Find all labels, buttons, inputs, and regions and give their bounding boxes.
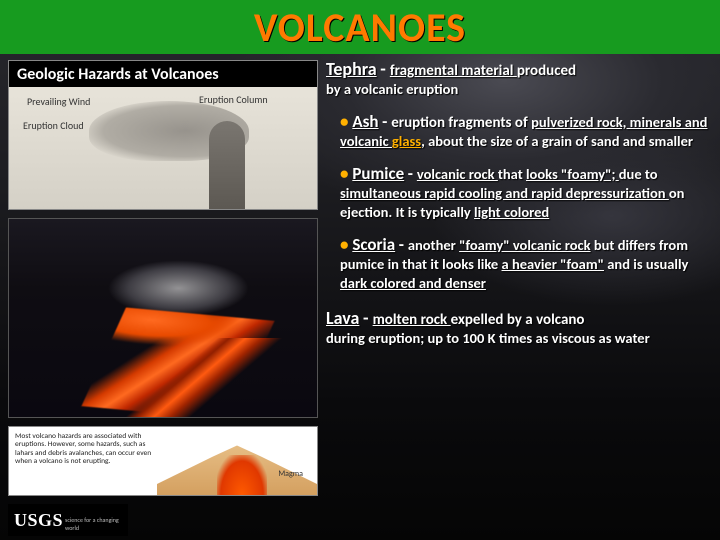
lava-term: Lava bbox=[326, 307, 359, 329]
left-column: Geologic Hazards at Volcanoes Prevailing… bbox=[8, 60, 318, 496]
eruption-column-shape bbox=[209, 121, 245, 210]
pumice-term: Pumice bbox=[352, 163, 404, 184]
hazards-diagram: Geologic Hazards at Volcanoes Prevailing… bbox=[8, 60, 318, 210]
volcano-cross-section: Most volcano hazards are associated with… bbox=[8, 426, 318, 496]
lava-flow-photo bbox=[8, 218, 318, 418]
title-bar: VOLCANOES bbox=[0, 0, 720, 54]
eruption-cloud-label: Eruption Cloud bbox=[23, 119, 84, 132]
usgs-badge: USGS science for a changing world bbox=[8, 504, 128, 536]
ash-term: Ash bbox=[352, 111, 378, 132]
prevailing-wind-label: Prevailing Wind bbox=[27, 95, 90, 108]
tephra-entry: Tephra - fragmental material produced by… bbox=[326, 58, 710, 99]
scoria-term: Scoria bbox=[352, 234, 395, 255]
hazards-diagram-header: Geologic Hazards at Volcanoes bbox=[9, 61, 317, 87]
ash-entry: • Ash - eruption fragments of pulverized… bbox=[326, 111, 710, 151]
cross-section-caption: Most volcano hazards are associated with… bbox=[15, 433, 155, 466]
usgs-logo-text: USGS bbox=[14, 510, 63, 531]
tephra-def-line2: by a volcanic eruption bbox=[326, 80, 710, 99]
tephra-term: Tephra bbox=[326, 58, 377, 80]
definitions-column: Tephra - fragmental material produced by… bbox=[326, 58, 710, 532]
lava-entry: Lava - molten rock expelled by a volcano… bbox=[326, 307, 710, 348]
scoria-entry: • Scoria - another "foamy" volcanic rock… bbox=[326, 234, 710, 293]
lava-def-line2: during eruption; up to 100 K times as vi… bbox=[326, 329, 710, 348]
pumice-entry: • Pumice - volcanic rock that looks "foa… bbox=[326, 163, 710, 222]
magma-label: Magma bbox=[278, 469, 303, 479]
page-title: VOLCANOES bbox=[254, 3, 466, 52]
eruption-column-label: Eruption Column bbox=[199, 93, 268, 106]
usgs-tagline: science for a changing world bbox=[65, 516, 122, 532]
